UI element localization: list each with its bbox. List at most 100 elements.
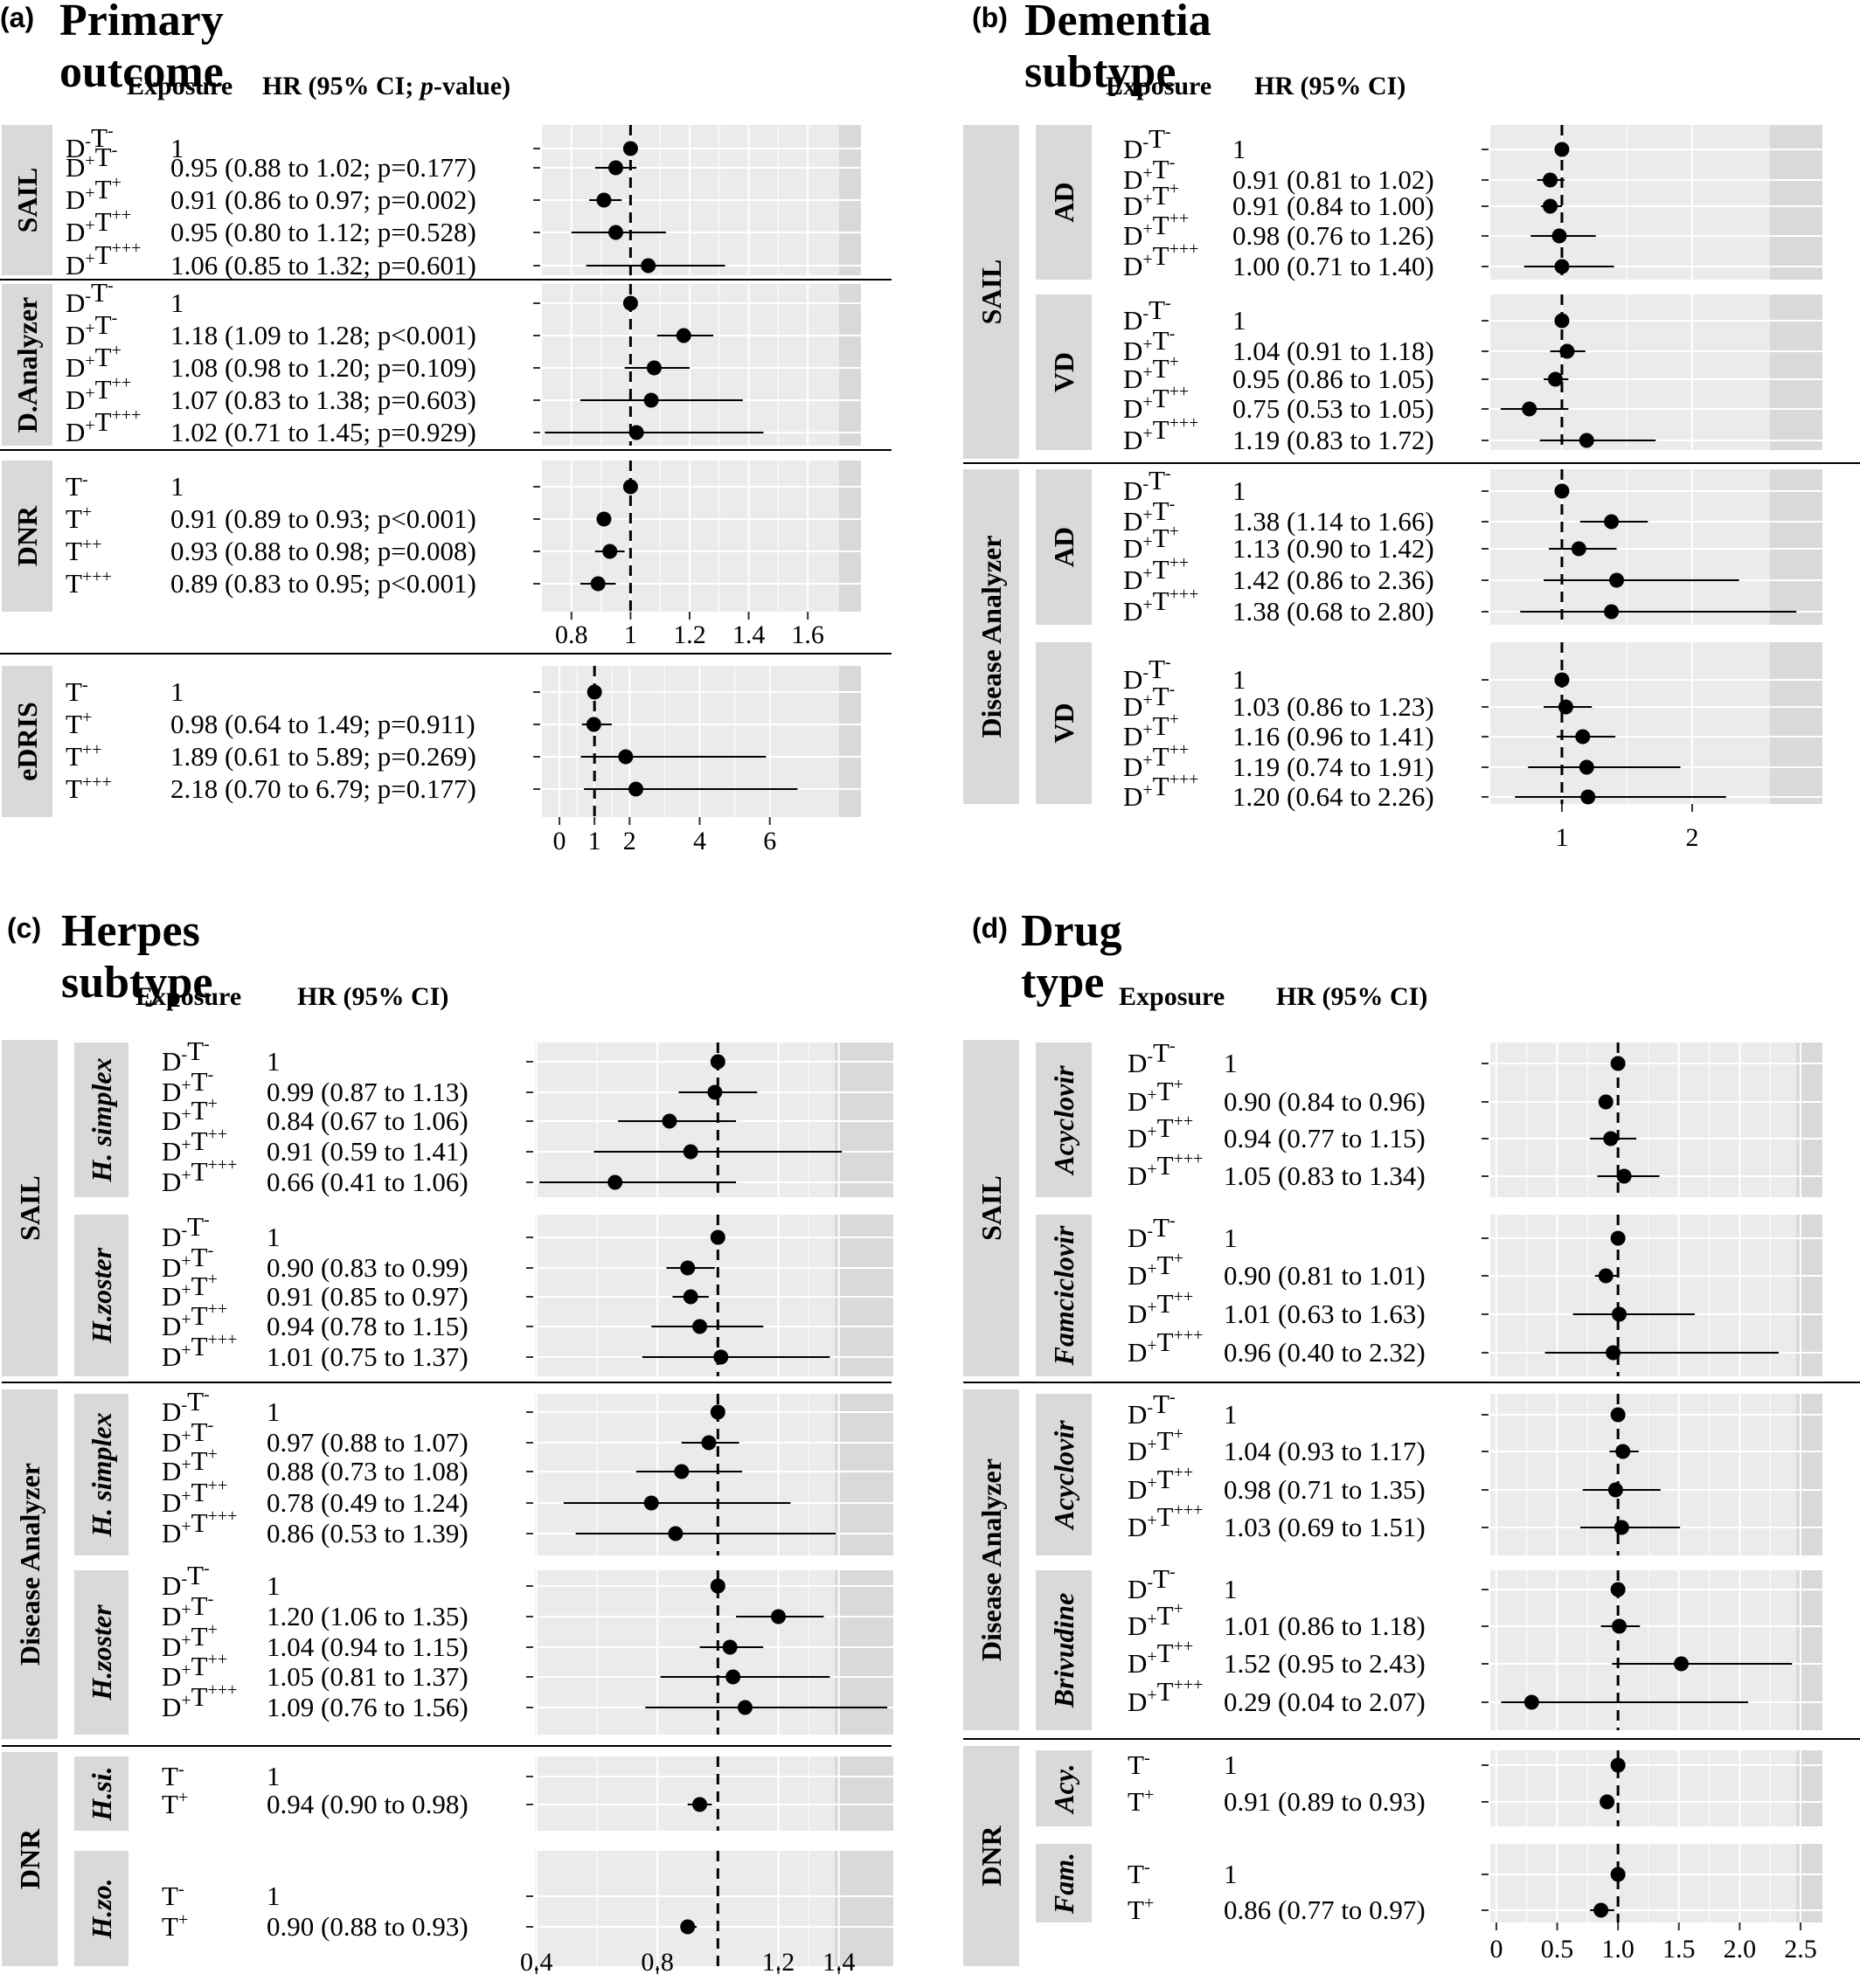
point-estimate bbox=[1554, 483, 1570, 499]
exposure-base: D bbox=[162, 1105, 181, 1136]
plot-right-band bbox=[1770, 125, 1822, 280]
exposure-base: D bbox=[66, 287, 85, 318]
exposure-base: T bbox=[1157, 1150, 1174, 1181]
point-estimate bbox=[596, 511, 612, 527]
exposure-superscript: - bbox=[1165, 464, 1171, 483]
exposure-label: D+T+++ bbox=[1128, 1149, 1203, 1191]
plot-right-band bbox=[1770, 294, 1822, 450]
estimate-label: 1.19 (0.74 to 1.91) bbox=[1232, 752, 1434, 782]
forest-row: T+ 0.98 (0.64 to 1.49; p=0.911) bbox=[66, 708, 612, 739]
estimate-label: 0.97 (0.88 to 1.07) bbox=[267, 1427, 468, 1458]
exposure-superscript: +++ bbox=[112, 405, 142, 425]
exposure-base: D bbox=[162, 1487, 181, 1518]
exposure-superscript: + bbox=[181, 1486, 191, 1506]
forest-row: D+T- 0.90 (0.83 to 0.99) bbox=[162, 1241, 715, 1283]
exposure-superscript: - bbox=[1169, 680, 1176, 699]
estimate-label: 0.29 (0.04 to 2.07) bbox=[1224, 1687, 1426, 1717]
strip-label: AD bbox=[1048, 182, 1079, 222]
exposure-label: D+T+ bbox=[1123, 352, 1179, 394]
point-estimate bbox=[1616, 1168, 1632, 1184]
strip-label: H.zoster bbox=[86, 1247, 117, 1344]
header-exposure: Exposure bbox=[1119, 982, 1225, 1011]
exposure-superscript: ++ bbox=[208, 1650, 228, 1669]
exposure-label: D-T- bbox=[1123, 122, 1171, 164]
exposure-superscript: - bbox=[1142, 304, 1149, 323]
exposure-superscript: - bbox=[112, 141, 118, 160]
header-hr: HR (95% CI) bbox=[1254, 72, 1406, 100]
point-estimate bbox=[1607, 1482, 1623, 1498]
exposure-superscript: - bbox=[208, 1590, 214, 1609]
forest-row: D+T+1.01 (0.86 to 1.18) bbox=[1128, 1599, 1641, 1641]
forest-row: D-T-1 bbox=[1128, 1562, 1626, 1604]
point-estimate bbox=[1593, 1902, 1609, 1918]
forest-row: D-T-1 bbox=[1128, 1388, 1626, 1430]
exposure-superscript: + bbox=[1174, 1075, 1183, 1094]
point-estimate bbox=[1548, 371, 1564, 387]
exposure-base: T bbox=[66, 568, 82, 599]
forest-row: D+T- 0.99 (0.87 to 1.13) bbox=[162, 1065, 758, 1107]
exposure-superscript: +++ bbox=[1169, 413, 1199, 433]
plot-background bbox=[535, 1394, 893, 1555]
exposure-superscript: + bbox=[181, 1455, 191, 1474]
point-estimate bbox=[1558, 699, 1573, 715]
exposure-base: D bbox=[1123, 251, 1142, 281]
point-estimate bbox=[1575, 729, 1591, 745]
exposure-superscript: + bbox=[1174, 1424, 1183, 1444]
point-estimate bbox=[692, 1319, 708, 1334]
forest-row: D+T++ 0.91 (0.59 to 1.41) bbox=[162, 1125, 843, 1167]
exposure-label: D+T++ bbox=[1128, 1287, 1193, 1329]
forest-row: D-T-1 bbox=[1123, 294, 1570, 336]
exposure-label: T+ bbox=[162, 1910, 188, 1942]
exposure-base: T bbox=[1157, 1288, 1174, 1319]
panel-title: Primary outcome bbox=[59, 0, 224, 97]
group-fam: Fam. T- 1T+ 0.86 (0.77 to 0.97)0 0.5 1.0 1.5 2.… bbox=[1036, 1844, 1822, 1964]
exposure-superscript: - bbox=[1165, 653, 1171, 672]
exposure-base: T bbox=[1153, 741, 1169, 772]
exposure-base: T bbox=[191, 1066, 208, 1097]
exposure-base: T bbox=[191, 1590, 208, 1621]
forest-row: T+++ 0.89 (0.83 to 0.95; p<0.001) bbox=[66, 567, 616, 599]
forest-row: D+T+++ 1.06 (0.85 to 1.32; p=0.601) bbox=[66, 239, 725, 281]
strip-label: H.zoster bbox=[86, 1604, 117, 1701]
estimate-label: 0.86 (0.53 to 1.39) bbox=[267, 1518, 468, 1548]
forest-row: D-T-1 bbox=[1123, 464, 1570, 506]
strip bbox=[1036, 469, 1092, 625]
exposure-superscript: - bbox=[1142, 663, 1149, 682]
strip-label: VD bbox=[1048, 703, 1079, 743]
point-estimate bbox=[586, 684, 602, 700]
forest-row: D+T+0.91 (0.84 to 1.00) bbox=[1123, 179, 1562, 221]
forest-row: D+T+++ 1.05 (0.83 to 1.34) bbox=[1128, 1149, 1660, 1191]
exposure-superscript: + bbox=[1169, 522, 1179, 541]
exposure-base: T bbox=[187, 1036, 204, 1066]
estimate-label: 0.90 (0.84 to 0.96) bbox=[1224, 1086, 1426, 1117]
estimate-label: 1 bbox=[267, 1761, 281, 1791]
exposure-base: T bbox=[1153, 1212, 1169, 1243]
outer-strip-label: Disease Analyzer bbox=[975, 536, 1007, 738]
forest-row: D+T++ 0.94 (0.77 to 1.15) bbox=[1128, 1112, 1637, 1153]
exposure-superscript: - bbox=[1147, 1398, 1153, 1417]
forest-row: T- 1 bbox=[1128, 1858, 1626, 1889]
estimate-label: 1.08 (0.98 to 1.20; p=0.109) bbox=[170, 352, 476, 383]
group-ad: ADD-T-1D+T-1.38 (1.14 to 1.66)D+T+1.13 (… bbox=[1036, 464, 1822, 627]
estimate-label: 0.95 (0.86 to 1.05) bbox=[1232, 364, 1434, 394]
exposure-base: T bbox=[91, 277, 108, 308]
exposure-base: T bbox=[1153, 180, 1169, 211]
estimate-label: 0.84 (0.67 to 1.06) bbox=[267, 1105, 468, 1136]
strip-label: Acyclovir bbox=[1048, 1420, 1079, 1531]
exposure-label: D+T++ bbox=[1123, 740, 1189, 782]
forest-row: D+T+++ 1.02 (0.71 to 1.45; p=0.929) bbox=[66, 405, 764, 447]
exposure-label: D+T+++ bbox=[1128, 1675, 1203, 1717]
point-estimate bbox=[1522, 401, 1537, 417]
exposure-base: T bbox=[1149, 654, 1165, 684]
exposure-base: D bbox=[1128, 1337, 1147, 1368]
forest-row: D+T++ 1.07 (0.83 to 1.38; p=0.603) bbox=[66, 373, 743, 415]
point-estimate bbox=[674, 1464, 690, 1479]
exposure-base: D bbox=[1123, 190, 1142, 221]
plot-background bbox=[1490, 642, 1822, 804]
estimate-label: 1.01 (0.63 to 1.63) bbox=[1224, 1299, 1426, 1329]
x-tick-label: 0.8 bbox=[555, 620, 588, 649]
forest-row: D+T++ 0.94 (0.78 to 1.15) bbox=[162, 1299, 764, 1341]
forest-row: D-T-1 bbox=[66, 276, 638, 318]
estimate-label: 1.18 (1.09 to 1.28; p<0.001) bbox=[170, 320, 476, 350]
